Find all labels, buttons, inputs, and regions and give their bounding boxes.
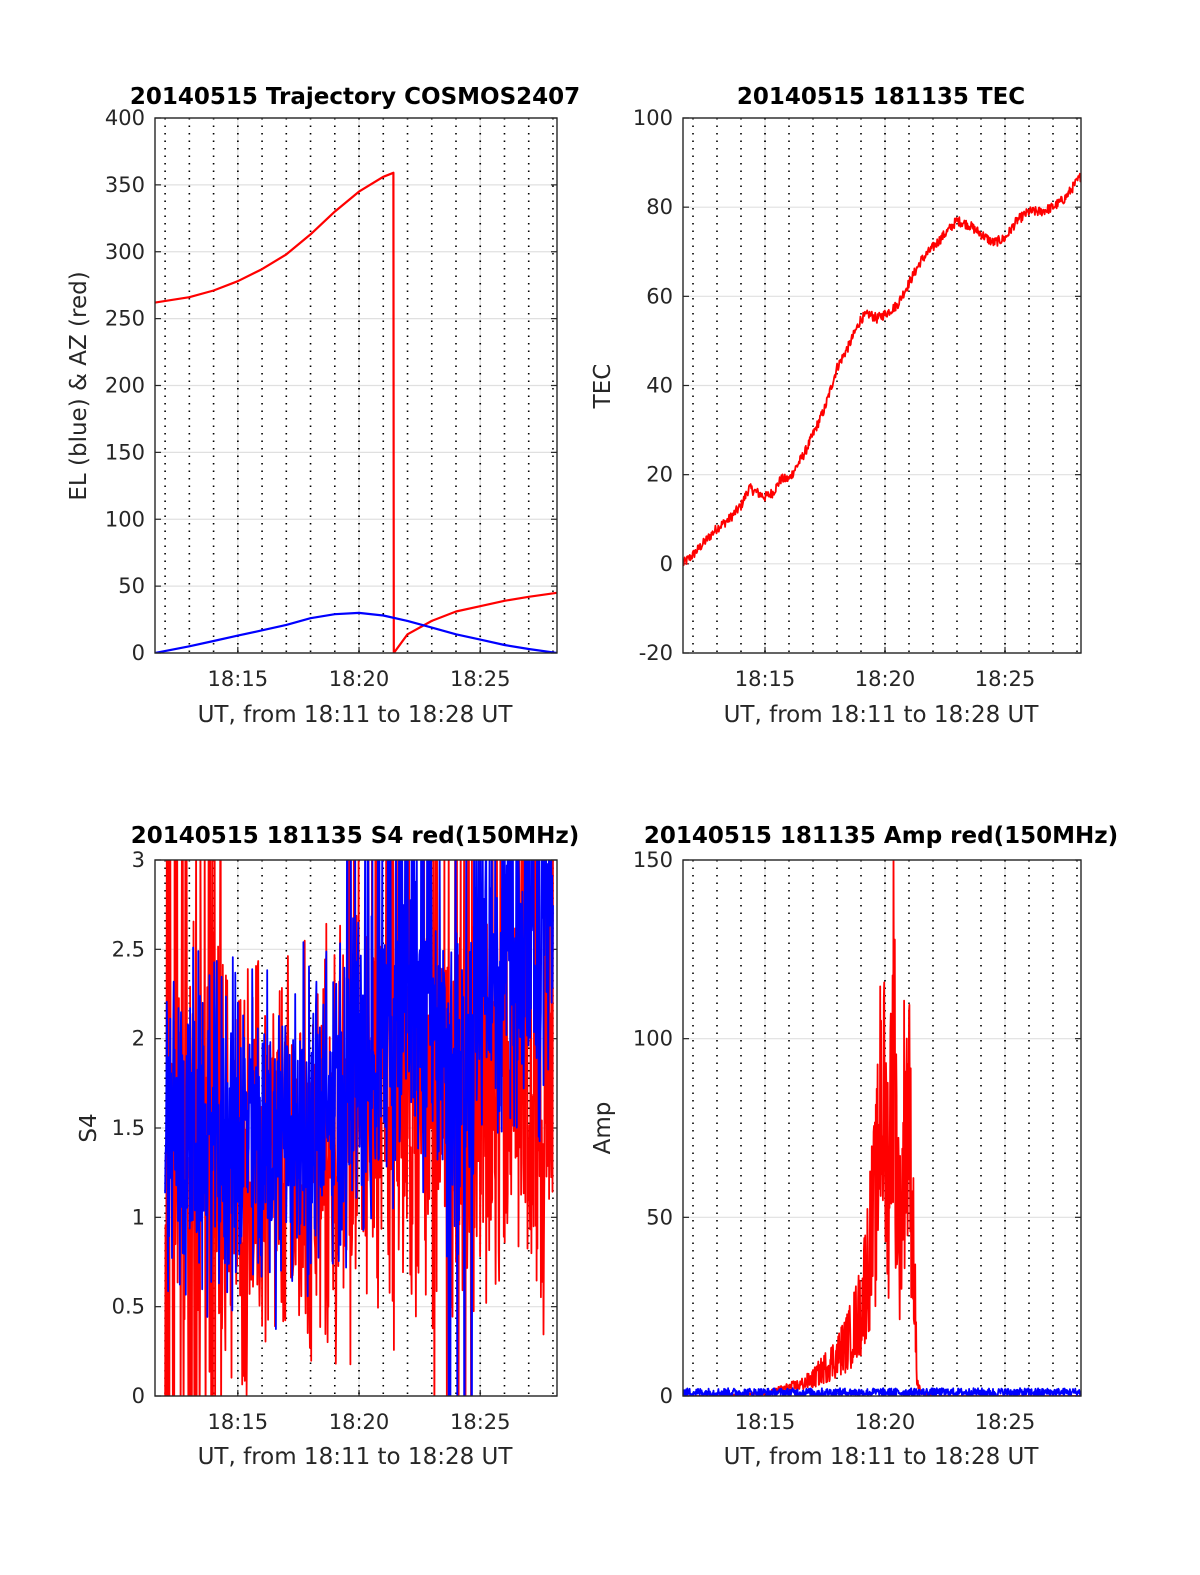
tec-y-tick-label: 40 <box>646 374 673 398</box>
tec-x-tick-label: 18:25 <box>975 667 1036 691</box>
trajectory-chart-ylabel: EL (blue) & AZ (red) <box>66 271 92 500</box>
amp-y-tick-label: 150 <box>633 848 673 872</box>
tec-chart: 20140515 181135 TEC UT, from 18:11 to 18… <box>590 84 1082 728</box>
s4-chart: 20140515 181135 S4 red(150MHz) UT, from … <box>76 823 580 1470</box>
trajectory-chart: 20140515 Trajectory COSMOS2407 UT, from … <box>66 84 580 728</box>
amp-x-tick-label: 18:15 <box>735 1410 796 1434</box>
trajectory-y-tick-label: 50 <box>118 574 145 598</box>
trajectory-series-red <box>155 171 557 653</box>
trajectory-x-tick-label: 18:20 <box>329 667 390 691</box>
s4-y-tick-label: 0.5 <box>112 1295 145 1319</box>
s4-x-tick-label: 18:20 <box>329 1410 390 1434</box>
tec-x-tick-label: 18:20 <box>855 667 916 691</box>
s4-y-tick-label: 0 <box>132 1384 145 1408</box>
trajectory-x-tick-label: 18:15 <box>208 667 269 691</box>
tec-series-group <box>683 172 1081 567</box>
amp-x-tick-label: 18:20 <box>855 1410 916 1434</box>
amp-y-tick-label: 0 <box>660 1384 673 1408</box>
trajectory-y-tick-label: 150 <box>105 440 145 464</box>
amp-chart-xlabel: UT, from 18:11 to 18:28 UT <box>724 1444 1040 1470</box>
trajectory-chart-title: 20140515 Trajectory COSMOS2407 <box>130 84 580 110</box>
amp-y-tick-label: 50 <box>646 1205 673 1229</box>
tec-y-tick-label: 20 <box>646 463 673 487</box>
s4-series-group <box>164 860 554 1396</box>
trajectory-y-tick-label: 350 <box>105 173 145 197</box>
amp-axes-box <box>682 859 1082 1397</box>
s4-axes-box <box>154 859 558 1397</box>
amp-chart-title: 20140515 181135 Amp red(150MHz) <box>644 823 1118 849</box>
tec-y-tick-label: 80 <box>646 195 673 219</box>
tec-y-tick-label: 100 <box>633 106 673 130</box>
s4-x-tick-label: 18:25 <box>450 1410 511 1434</box>
s4-chart-xlabel: UT, from 18:11 to 18:28 UT <box>198 1444 514 1470</box>
s4-chart-ylabel: S4 <box>76 1113 102 1142</box>
trajectory-y-tick-label: 250 <box>105 307 145 331</box>
s4-y-tick-label: 3 <box>132 848 145 872</box>
s4-y-tick-label: 1 <box>132 1205 145 1229</box>
trajectory-series-group <box>155 171 557 653</box>
trajectory-y-tick-label: 300 <box>105 240 145 264</box>
amp-series-group <box>683 860 1081 1396</box>
amp-chart: 20140515 181135 Amp red(150MHz) UT, from… <box>590 823 1118 1470</box>
amp-y-tick-label: 100 <box>633 1027 673 1051</box>
trajectory-y-tick-label: 400 <box>105 106 145 130</box>
tec-x-tick-label: 18:15 <box>735 667 796 691</box>
tec-chart-ylabel: TEC <box>590 364 616 410</box>
trajectory-chart-xlabel: UT, from 18:11 to 18:28 UT <box>198 702 514 728</box>
trajectory-series-blue <box>155 611 557 653</box>
trajectory-x-tick-label: 18:25 <box>450 667 511 691</box>
amp-x-tick-label: 18:25 <box>975 1410 1036 1434</box>
s4-x-tick-label: 18:15 <box>208 1410 269 1434</box>
trajectory-y-tick-label: 100 <box>105 507 145 531</box>
s4-y-tick-label: 1.5 <box>112 1116 145 1140</box>
amp-series-blue <box>683 1387 1081 1396</box>
amp-chart-ylabel: Amp <box>590 1102 616 1155</box>
tec-y-tick-label: 60 <box>646 284 673 308</box>
tec-y-tick-label: 0 <box>660 552 673 576</box>
tec-axes-box <box>682 117 1082 654</box>
s4-series-blue <box>164 860 554 1396</box>
trajectory-axes-box <box>154 117 558 654</box>
trajectory-y-tick-label: 200 <box>105 374 145 398</box>
tec-y-tick-label: -20 <box>639 641 673 665</box>
trajectory-y-tick-label: 0 <box>132 641 145 665</box>
s4-y-tick-label: 2 <box>132 1027 145 1051</box>
tec-chart-xlabel: UT, from 18:11 to 18:28 UT <box>724 702 1040 728</box>
tec-series-red <box>683 172 1081 567</box>
tec-chart-title: 20140515 181135 TEC <box>737 84 1025 110</box>
s4-chart-title: 20140515 181135 S4 red(150MHz) <box>131 823 580 849</box>
s4-y-tick-label: 2.5 <box>112 937 145 961</box>
